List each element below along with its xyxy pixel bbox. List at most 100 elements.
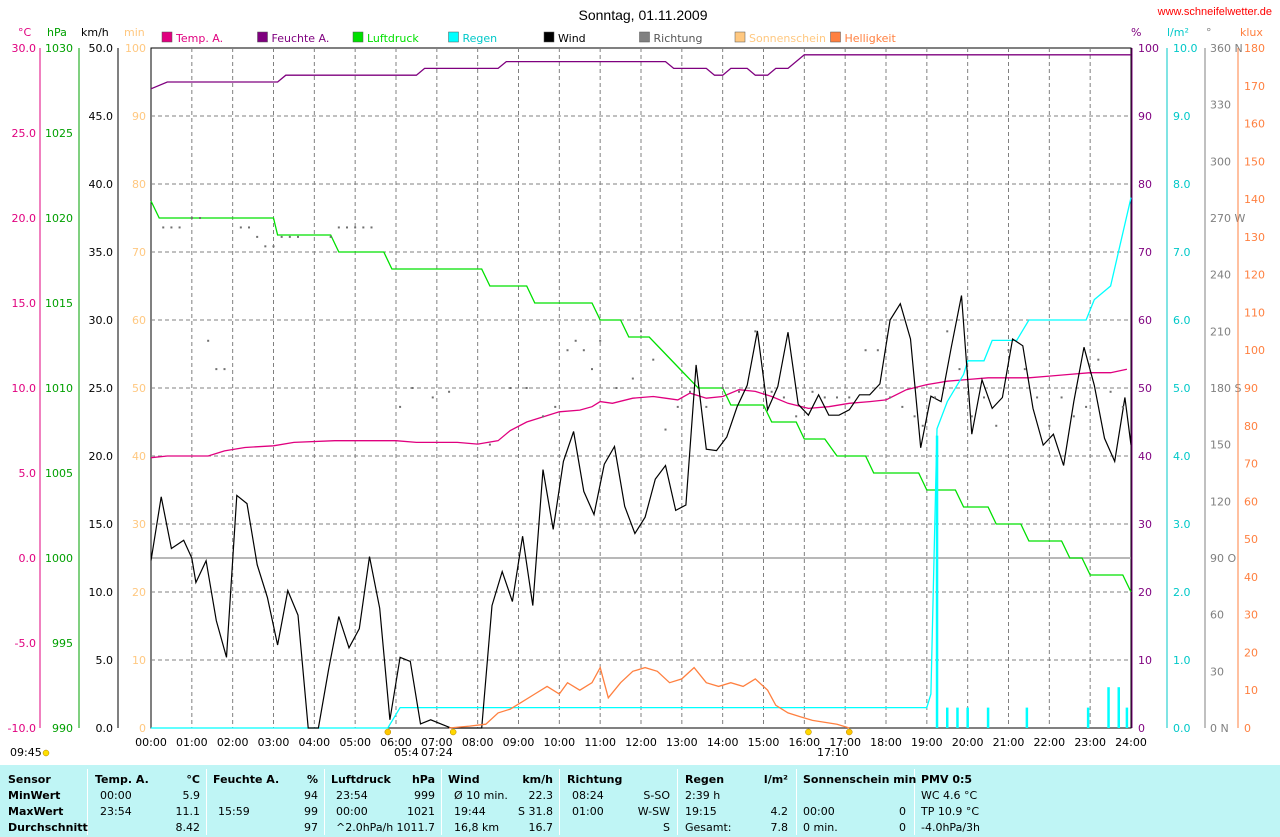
series-line-wind <box>150 295 1132 729</box>
wind-tick-label: 30.0 <box>89 314 114 327</box>
table-header: Luftdruck <box>331 773 391 786</box>
direction-point <box>297 235 299 238</box>
table-divider <box>441 769 442 835</box>
direction-point <box>215 368 218 371</box>
table-divider <box>87 769 88 835</box>
direction-point <box>346 226 348 229</box>
x-tick-label: 12:00 <box>625 736 657 749</box>
sun-tick-label: 80 <box>132 178 146 191</box>
x-tick-label: 16:00 <box>788 736 820 749</box>
table-header: Wind <box>448 773 480 786</box>
table-cell: 16,8 km <box>454 821 500 834</box>
rain-tick-label: 7.0 <box>1173 246 1191 259</box>
table-cell: 8.42 <box>175 821 201 834</box>
legend-label: Richtung <box>654 32 703 45</box>
sun-tick-label: 0 <box>139 722 146 735</box>
light-tick-label: 170 <box>1244 80 1265 93</box>
humidity-tick-label: 60 <box>1138 314 1152 327</box>
direction-point <box>970 415 973 418</box>
temp-tick-label: 25.0 <box>12 127 37 140</box>
x-tick-label: 20:00 <box>952 736 984 749</box>
legend-swatch <box>352 31 364 43</box>
temp-tick-label: 10.0 <box>12 382 37 395</box>
legend-label: Temp. A. <box>175 32 223 45</box>
table-header: °C <box>186 773 200 786</box>
marker-time-left: 09:45 <box>10 746 42 759</box>
table-cell: 22.3 <box>528 789 554 802</box>
direction-point <box>770 390 773 393</box>
humidity-tick-label: 100 <box>1138 42 1159 55</box>
table-cell: 2:39 h <box>685 789 721 802</box>
table-header: Sensor <box>8 773 51 786</box>
direction-point <box>1097 358 1100 361</box>
rain-tick-label: 2.0 <box>1173 586 1191 599</box>
legend-swatch <box>830 31 841 43</box>
legend-swatch <box>448 31 459 43</box>
table-cell: Gesamt: <box>685 821 732 834</box>
direction-point <box>170 226 173 229</box>
humidity-tick-label: 20 <box>1138 586 1152 599</box>
direction-point <box>599 339 602 342</box>
sun-marker-icon <box>449 728 457 736</box>
sun-tick-label: 10 <box>132 654 146 667</box>
legend-label: Wind <box>558 32 586 45</box>
direction-tick-label: 300 <box>1210 155 1231 168</box>
table-header: km/h <box>522 773 553 786</box>
pressure-tick-label: 1000 <box>45 552 73 565</box>
legend-swatch <box>161 31 173 43</box>
direction-point <box>525 387 528 389</box>
direction-point <box>574 339 577 342</box>
table-cell: 19:44 <box>454 805 486 818</box>
sun-marker-icon <box>846 728 853 736</box>
x-tick-label: 04:00 <box>298 736 330 749</box>
rain-tick-label: 8.0 <box>1173 178 1191 191</box>
pressure-tick-label: 1020 <box>45 212 73 225</box>
direction-point <box>431 396 434 399</box>
unit-rain: l/m² <box>1167 26 1189 39</box>
table-header: l/m² <box>763 773 788 786</box>
legend-label: Sonnenschein <box>749 32 826 45</box>
x-tick-label: 09:00 <box>503 736 535 749</box>
table-cell: 11.1 <box>175 805 201 818</box>
x-tick-label: 17:00 <box>829 736 861 749</box>
x-tick-label: 13:00 <box>666 736 698 749</box>
x-tick-label: 05:00 <box>339 736 371 749</box>
direction-tick-label: 330 <box>1210 99 1231 112</box>
direction-point <box>162 226 165 229</box>
sun-tick-label: 30 <box>132 518 146 531</box>
legend-swatch <box>257 31 268 43</box>
direction-point <box>921 424 924 427</box>
table-cell: 5.9 <box>182 789 201 802</box>
light-tick-label: 140 <box>1244 193 1265 206</box>
marker-sunrise: 07:24 <box>421 746 453 759</box>
humidity-tick-label: 90 <box>1138 110 1152 123</box>
direction-point <box>946 330 949 333</box>
table-cell: S-SO <box>643 789 670 802</box>
direction-point <box>223 368 226 371</box>
table-header: Temp. A. <box>95 773 149 786</box>
series-line-temp-a- <box>150 368 1128 459</box>
light-tick-label: 20 <box>1244 646 1258 659</box>
x-tick-label: 14:00 <box>707 736 739 749</box>
direction-point <box>836 396 838 399</box>
table-divider <box>796 769 797 835</box>
wind-tick-label: 45.0 <box>89 110 114 123</box>
light-tick-label: 40 <box>1244 571 1258 584</box>
direction-point <box>411 387 414 389</box>
direction-point <box>615 387 618 389</box>
table-cell: 7.8 <box>770 821 789 834</box>
direction-point <box>995 424 998 427</box>
table-cell: 00:00 <box>100 789 132 802</box>
axes: 00:00 01:00 02:00 03:00 04:00 05:00 06:00 07:00… <box>8 42 1265 749</box>
sun-marker-icon <box>42 749 50 757</box>
light-tick-label: 110 <box>1244 306 1265 319</box>
direction-point <box>864 349 867 352</box>
light-tick-label: 160 <box>1244 118 1265 131</box>
direction-point <box>542 415 544 418</box>
direction-tick-label: 0 N <box>1210 722 1229 735</box>
temp-tick-label: 30.0 <box>12 42 37 55</box>
x-tick-label: 02:00 <box>217 736 249 749</box>
direction-point <box>934 396 936 399</box>
wind-tick-label: 20.0 <box>89 450 114 463</box>
table-divider <box>324 769 325 835</box>
